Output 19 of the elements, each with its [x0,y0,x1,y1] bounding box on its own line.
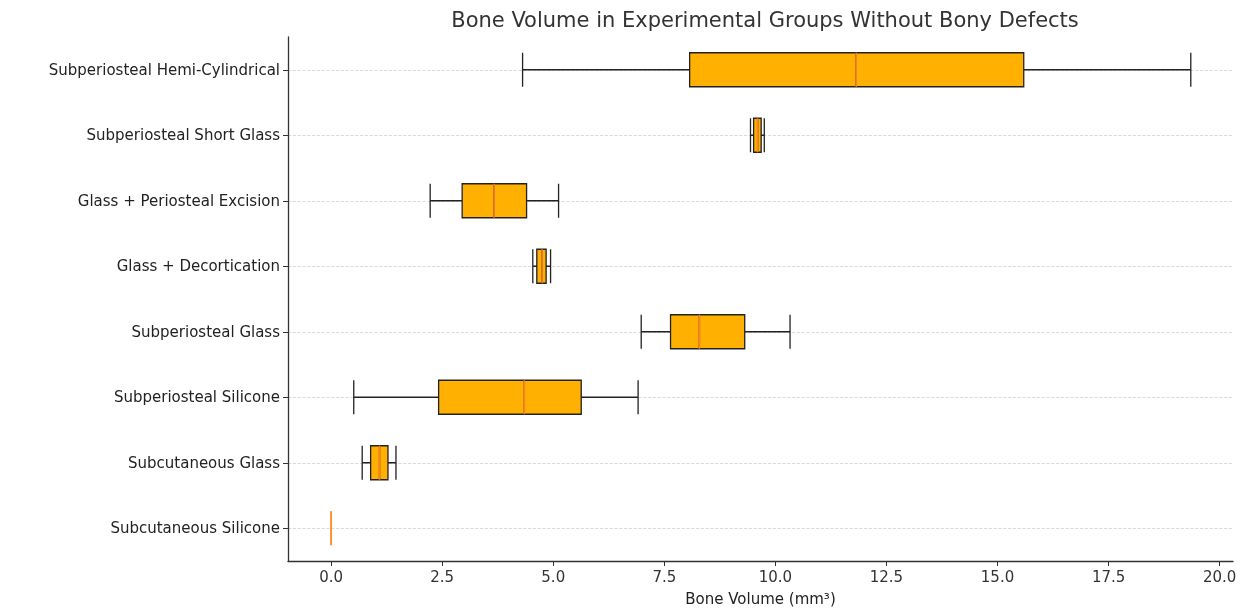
x-axis-title: Bone Volume (mm³) [685,589,836,608]
y-tick-label: Subperiosteal Hemi-Cylindrical [48,60,280,79]
chart-title: Bone Volume in Experimental Groups Without Bony Defects [451,7,1079,32]
x-tick-label: 12.5 [869,567,904,586]
y-tick-label: Glass + Periosteal Excision [77,191,280,210]
y-tick-label: Subperiosteal Short Glass [86,126,281,145]
x-tick-label: 17.5 [1091,567,1126,586]
x-tick-label: 15.0 [980,567,1015,586]
x-tick-label: 2.5 [430,567,455,586]
x-tick-label: 5.0 [541,567,566,586]
y-tick-label: Subcutaneous Glass [128,453,281,472]
x-tick-label: 20.0 [1202,567,1237,586]
y-tick-label: Glass + Decortication [116,257,280,276]
y-tick-label: Subperiosteal Silicone [113,388,280,407]
x-tick-label: 10.0 [758,567,793,586]
x-tick-label: 0.0 [319,567,344,586]
y-tick-label: Subperiosteal Glass [131,322,281,341]
x-tick-label: 7.5 [652,567,677,586]
y-tick-label: Subcutaneous Silicone [110,519,280,538]
